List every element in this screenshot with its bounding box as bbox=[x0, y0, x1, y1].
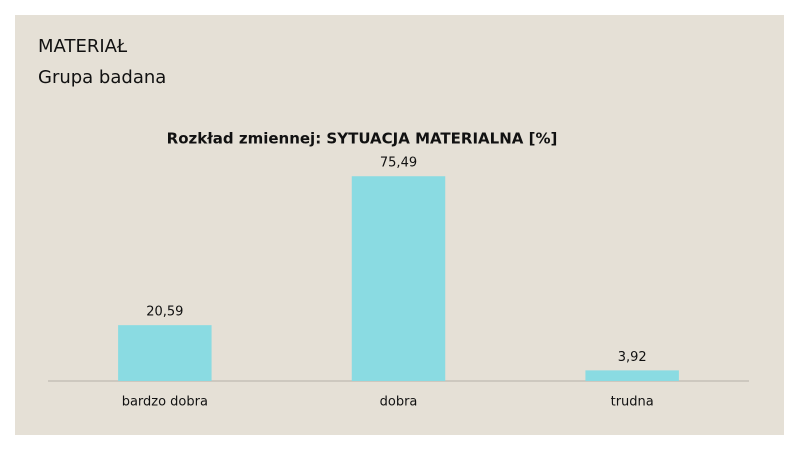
x-tick-label: bardzo dobra bbox=[122, 395, 208, 410]
bar bbox=[118, 325, 212, 381]
value-label: 3,92 bbox=[618, 350, 647, 365]
slide-subtitle: Grupa badana bbox=[38, 67, 166, 88]
value-label: 75,49 bbox=[380, 156, 417, 171]
slide-title: MATERIAŁ bbox=[38, 36, 128, 57]
bar bbox=[585, 370, 679, 381]
chart-title: Rozkład zmiennej: SYTUACJA MATERIALNA [%… bbox=[167, 130, 558, 148]
x-tick-label: trudna bbox=[611, 395, 654, 410]
value-label: 20,59 bbox=[146, 305, 183, 320]
x-tick-label: dobra bbox=[380, 395, 418, 410]
bar bbox=[351, 176, 446, 381]
